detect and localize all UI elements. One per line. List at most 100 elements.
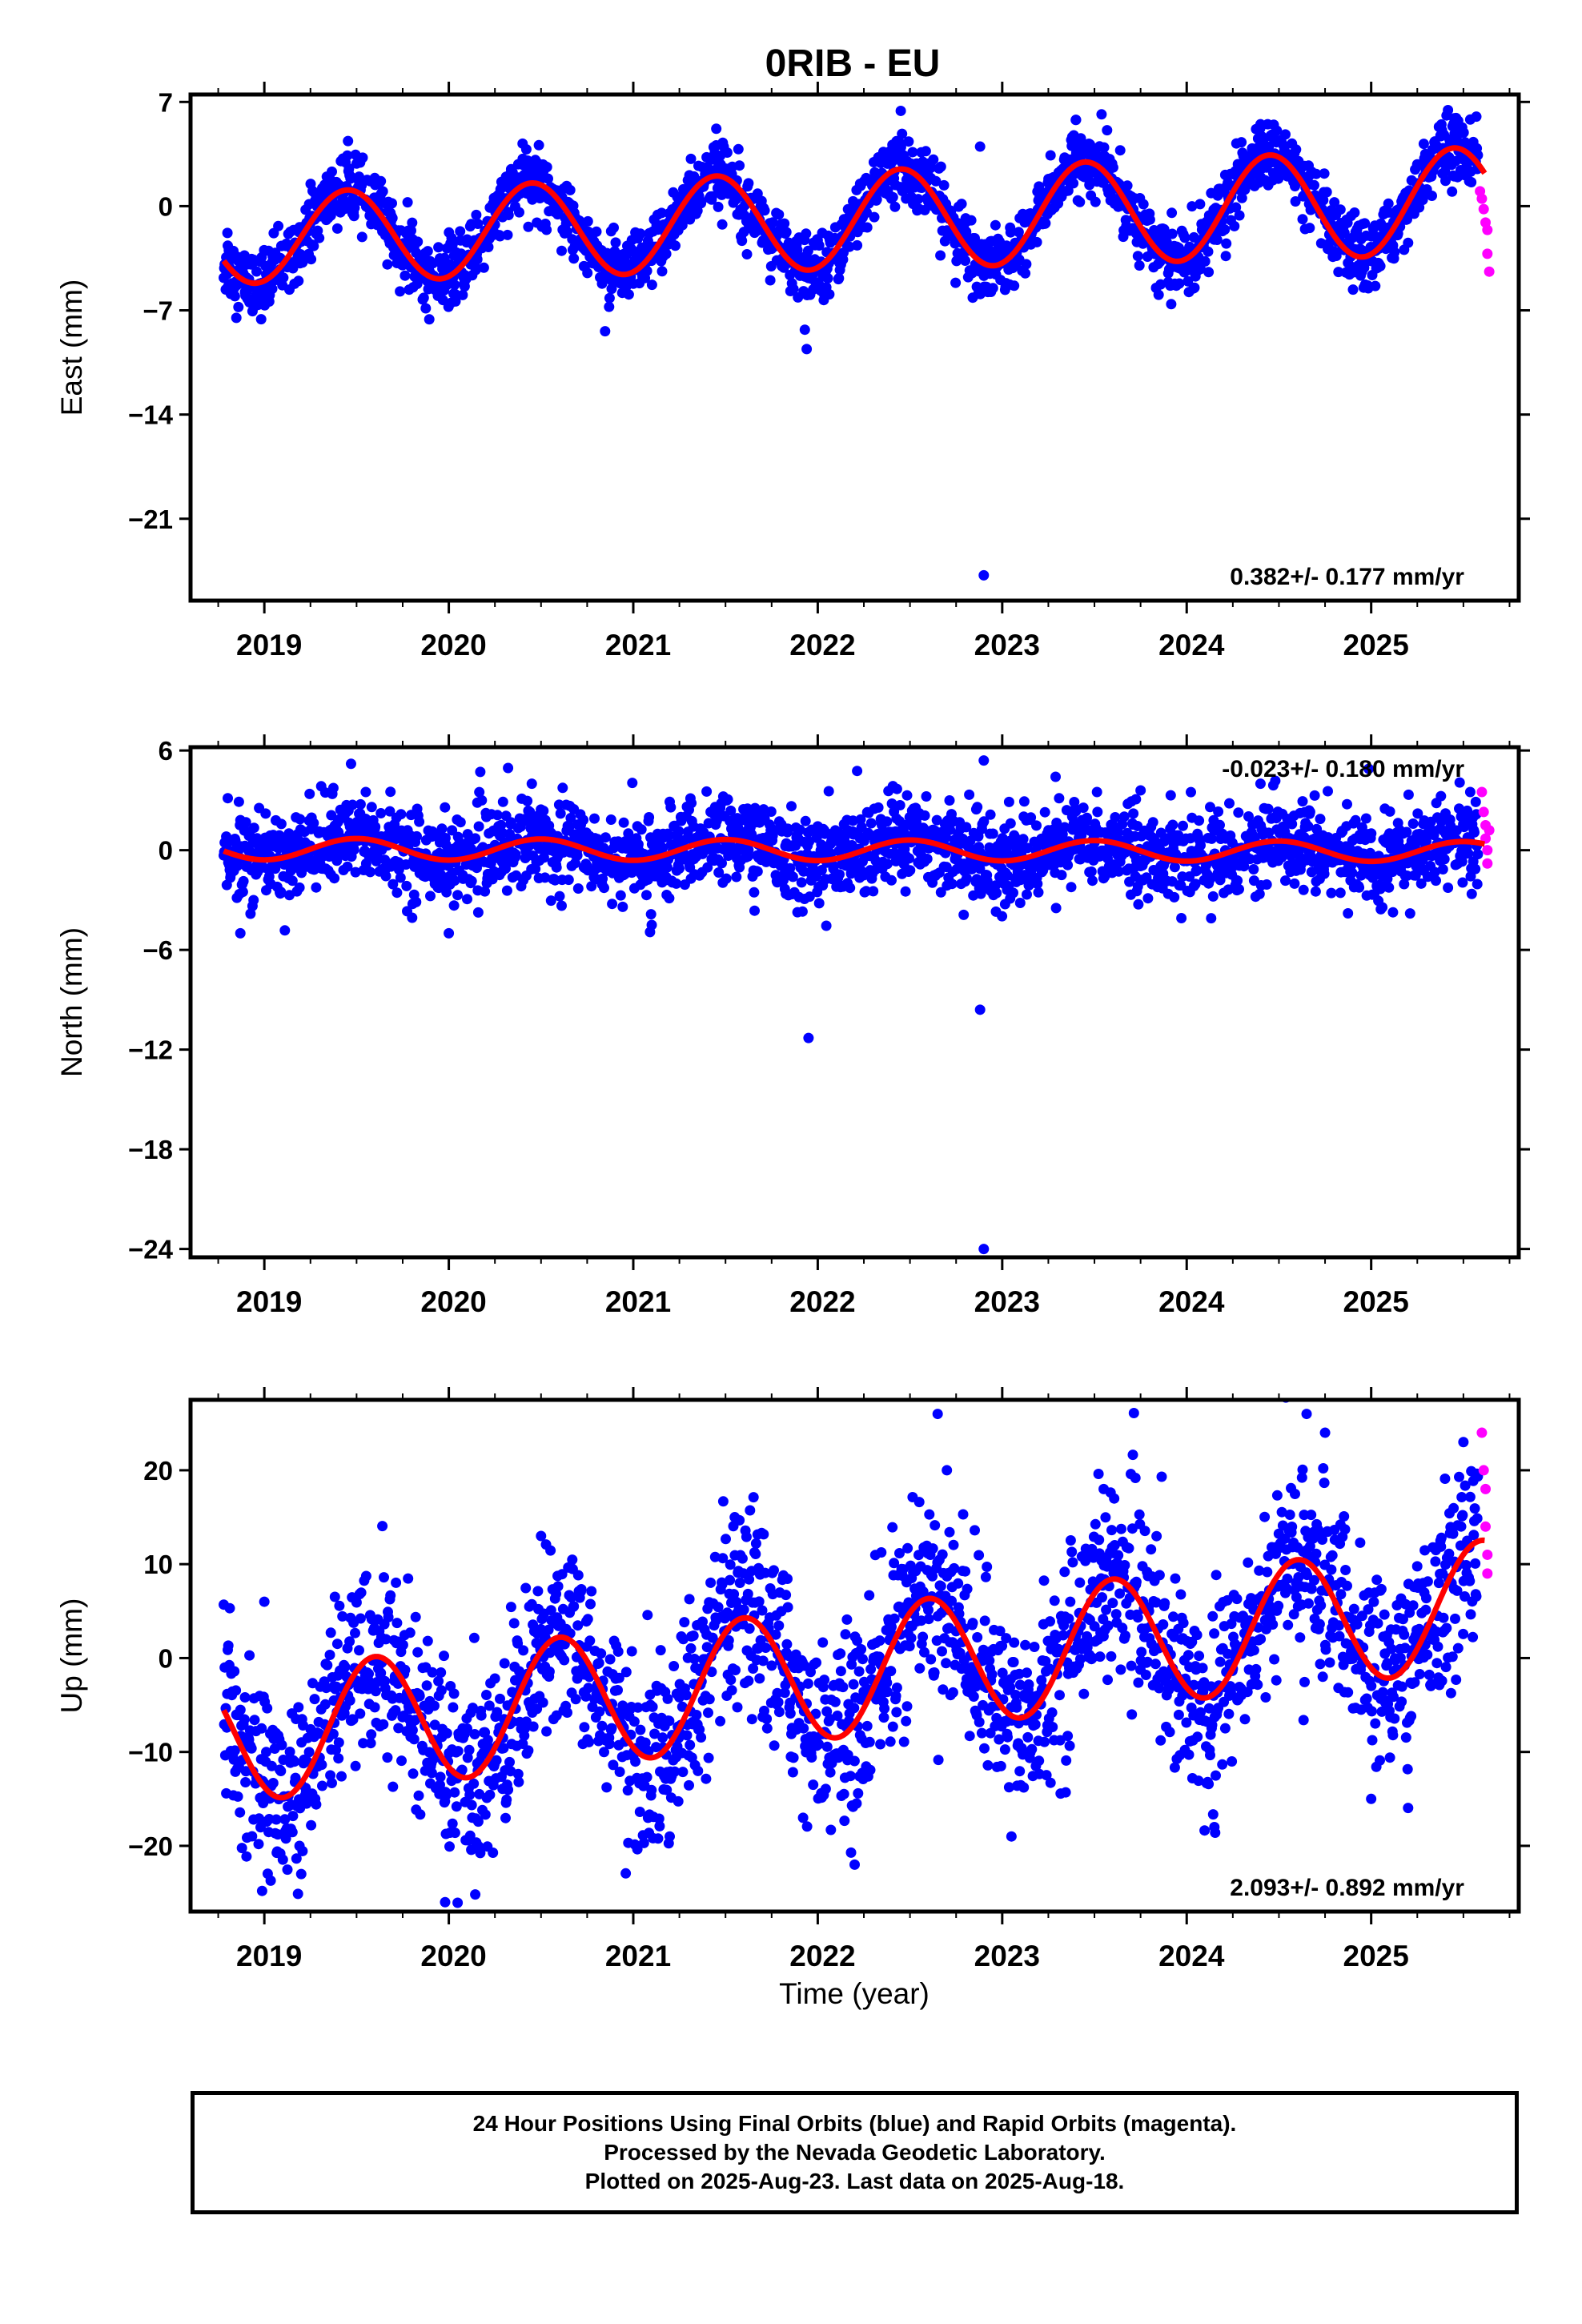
north-final-point: [304, 788, 315, 799]
north-final-point: [1178, 820, 1188, 831]
north-final-point: [749, 887, 760, 898]
up-final-point: [231, 1685, 242, 1696]
up-final-point: [239, 1714, 250, 1725]
east-final-point: [919, 204, 930, 215]
north-final-point: [492, 810, 503, 821]
east-final-point: [375, 175, 387, 187]
up-final-point: [239, 1692, 251, 1703]
east-final-point: [1291, 144, 1302, 155]
up-final-point: [322, 1659, 333, 1671]
east-final-point: [1402, 214, 1412, 225]
east-final-point: [278, 272, 289, 283]
north-final-point: [722, 794, 733, 805]
east-final-point: [1271, 125, 1283, 136]
north-final-point: [797, 906, 808, 917]
y-tick-label: −24: [128, 1235, 174, 1265]
north-final-point: [556, 900, 567, 911]
east-final-point: [1280, 129, 1291, 140]
east-final-point: [1114, 145, 1126, 156]
east-final-point: [1070, 115, 1082, 126]
up-final-point: [377, 1521, 388, 1532]
up-final-point: [421, 1680, 432, 1691]
north-rapid-point: [1482, 858, 1493, 869]
east-final-point: [1045, 150, 1056, 161]
up-final-point: [366, 1729, 377, 1740]
east-final-point: [1005, 227, 1016, 238]
east-final-point: [420, 303, 432, 314]
north-final-point: [331, 855, 343, 866]
east-final-point: [930, 175, 942, 187]
east-final-point: [1331, 251, 1342, 261]
north-final-point: [1206, 913, 1217, 924]
east-final-point: [400, 270, 411, 281]
north-final-point: [441, 887, 452, 898]
north-rapid-point: [1476, 786, 1488, 798]
north-final-point: [1280, 875, 1291, 887]
east-final-point: [779, 218, 790, 229]
y-tick-label: −18: [128, 1135, 173, 1164]
east-final-point: [1229, 220, 1240, 231]
north-final-point: [1128, 808, 1139, 819]
north-final-point: [615, 890, 626, 901]
up-final-point: [324, 1650, 335, 1660]
up-final-point: [435, 1771, 446, 1783]
north-final-point: [1384, 806, 1395, 817]
east-final-point: [802, 245, 813, 256]
up-final-point: [241, 1851, 252, 1862]
north-final-point: [641, 890, 652, 901]
up-final-point: [360, 1570, 371, 1582]
north-final-point: [436, 869, 447, 880]
east-final-point: [444, 259, 456, 270]
east-final-point: [1031, 236, 1042, 247]
north-final-point: [646, 919, 657, 931]
north-final-point: [919, 810, 930, 821]
up-final-point: [235, 1704, 246, 1715]
east-final-point: [1447, 186, 1458, 197]
north-final-point: [800, 815, 811, 826]
east-final-point: [1448, 113, 1460, 124]
east-final-point: [966, 215, 977, 226]
east-final-point: [503, 210, 514, 220]
east-final-point: [1359, 218, 1371, 229]
north-final-point: [673, 826, 685, 837]
north-final-point: [671, 878, 682, 889]
east-final-point: [255, 314, 267, 325]
east-final-point: [425, 283, 436, 294]
north-final-point: [554, 891, 565, 902]
north-final-point: [1087, 875, 1098, 887]
north-final-point: [803, 1032, 814, 1043]
up-final-point: [355, 1613, 366, 1624]
y-tick-label: 0: [159, 191, 173, 221]
east-final-point: [568, 253, 580, 264]
east-final-point: [472, 219, 484, 229]
north-final-point: [645, 909, 656, 920]
x-tick-label: 2020: [420, 629, 486, 661]
north-final-point: [964, 789, 975, 800]
x-tick-label: 2021: [605, 1285, 671, 1318]
north-final-point: [1224, 798, 1235, 809]
north-final-point: [294, 882, 305, 893]
east-final-point: [604, 292, 615, 304]
east-final-point: [767, 217, 778, 228]
north-final-point: [752, 866, 763, 877]
north-final-point: [1118, 811, 1130, 822]
east-final-point: [685, 153, 697, 164]
east-final-point: [402, 197, 413, 208]
x-tick-label: 2021: [605, 629, 671, 661]
north-final-point: [275, 818, 287, 830]
north-final-point: [1437, 864, 1448, 875]
east-final-point: [913, 194, 924, 205]
east-final-point: [1309, 179, 1319, 191]
north-final-point: [886, 875, 897, 886]
north-final-point: [1297, 796, 1308, 807]
up-final-point: [355, 1587, 367, 1598]
east-final-point: [733, 143, 744, 155]
north-final-point: [233, 796, 244, 807]
north-final-point: [555, 808, 566, 819]
north-final-point: [721, 873, 732, 884]
north-final-point: [1401, 826, 1412, 838]
up-final-point: [408, 1768, 419, 1779]
north-final-point: [384, 806, 396, 817]
east-final-point: [1195, 199, 1206, 210]
east-final-point: [1319, 168, 1330, 179]
